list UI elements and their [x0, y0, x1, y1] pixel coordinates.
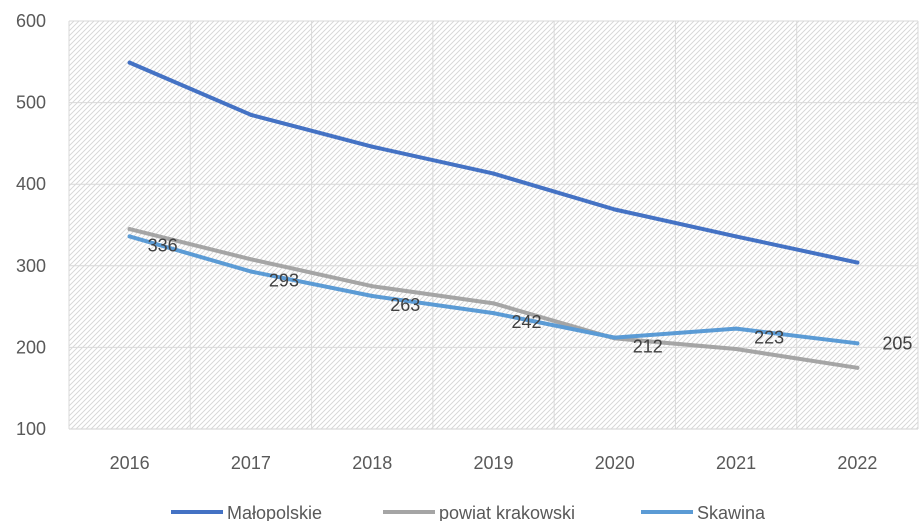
plot-area-background: [69, 21, 918, 429]
data-point: [612, 207, 617, 212]
data-label: 223: [754, 328, 784, 348]
data-point: [491, 171, 496, 176]
x-tick-label: 2017: [231, 453, 271, 473]
y-tick-label: 600: [16, 11, 46, 31]
data-label: 263: [390, 295, 420, 315]
data-point: [248, 257, 253, 262]
legend-label: powiat krakowski: [439, 503, 575, 521]
data-label: 212: [633, 337, 663, 357]
data-point: [491, 311, 496, 316]
data-labels: 336 293 263 242 212 223 205: [148, 235, 913, 356]
data-point: [127, 227, 132, 232]
data-point: [855, 341, 860, 346]
gridlines: [68, 20, 919, 430]
x-tick-label: 2018: [352, 453, 392, 473]
data-label: 293: [269, 271, 299, 291]
x-tick-label: 2019: [473, 453, 513, 473]
data-point: [248, 269, 253, 274]
data-label: 242: [512, 312, 542, 332]
data-point: [248, 112, 253, 117]
data-point: [855, 260, 860, 265]
y-tick-label: 100: [16, 419, 46, 439]
y-tick-label: 200: [16, 337, 46, 357]
data-point: [612, 335, 617, 340]
data-point: [127, 60, 132, 65]
data-point: [734, 347, 739, 352]
x-tick-label: 2022: [837, 453, 877, 473]
x-tick-label: 2016: [110, 453, 150, 473]
data-point: [855, 365, 860, 370]
y-tick-label: 300: [16, 256, 46, 276]
y-tick-label: 500: [16, 93, 46, 113]
x-axis: 2016 2017 2018 2019 2020 2021 2022: [110, 453, 878, 473]
data-point: [491, 301, 496, 306]
data-label: 336: [148, 235, 178, 255]
data-label: 205: [882, 333, 912, 353]
data-point: [127, 234, 132, 239]
x-tick-label: 2021: [716, 453, 756, 473]
y-axis: 100 200 300 400 500 600: [16, 11, 46, 439]
data-point: [734, 326, 739, 331]
data-point: [370, 144, 375, 149]
legend-label: Małopolskie: [227, 503, 322, 521]
data-point: [370, 284, 375, 289]
y-tick-label: 400: [16, 174, 46, 194]
x-tick-label: 2020: [595, 453, 635, 473]
legend-label: Skawina: [697, 503, 766, 521]
series-lines: [127, 60, 860, 370]
legend: Małopolskie powiat krakowski Skawina: [171, 503, 766, 521]
data-point: [734, 234, 739, 239]
data-point: [370, 293, 375, 298]
